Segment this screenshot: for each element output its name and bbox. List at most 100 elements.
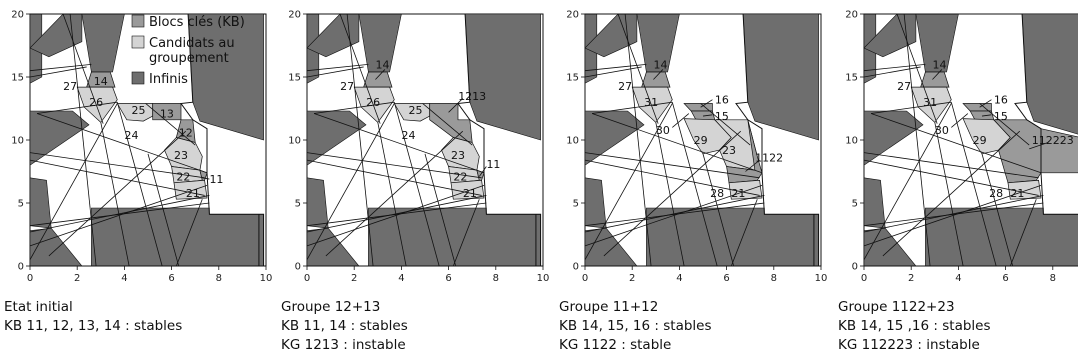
block-label: 28 [710,187,724,200]
discontinuity-line [346,13,374,267]
y-tick-label: 10 [288,136,301,147]
legend-label: Blocs clés (KB) [149,15,245,30]
label-leader [1029,142,1049,150]
block-label: 11 [486,158,500,171]
label-leader [702,114,713,117]
discontinuity-line [592,101,673,114]
block-label: 15 [994,110,1008,123]
discontinuity-line [863,184,1042,247]
discontinuity-line [1009,199,1037,267]
y-tick-label: 15 [566,73,579,84]
excavation-outline [307,13,542,267]
panel-caption: Groupe 12+13 KB 11, 14 : stables KG 1213… [281,298,408,355]
discontinuity-line [36,113,208,174]
y-tick-label: 20 [845,10,858,21]
discontinuity-line [377,122,407,267]
block-label: 24 [124,129,138,142]
x-tick-label: 4 [121,273,127,284]
block-label: 31 [923,96,937,109]
x-tick-label: 6 [723,273,729,284]
caption-title: Groupe 11+12 [559,299,659,315]
caption-title: Etat initial [4,299,73,315]
x-tick-label: 6 [168,273,174,284]
label-leader [981,114,992,117]
block-plot: 024681005101520142731161530291122232821 [845,10,1078,284]
label-leader [653,69,664,80]
block-label: 21 [463,187,477,200]
discontinuity-line [863,202,1044,227]
infinite-block [584,13,638,58]
block-label: 13 [160,108,174,121]
block-label: 1122 [755,152,783,165]
panel-caption: Groupe 11+12 KB 14, 15, 16 : stables KG … [559,298,712,355]
y-tick-label: 10 [845,136,858,147]
discontinuity-line [339,13,381,124]
discontinuity-line [700,103,751,146]
discontinuity-line [313,113,485,174]
x-tick-label: 2 [629,273,635,284]
block-label: 28 [989,187,1003,200]
block-label: 22 [176,171,190,184]
block-label: 112223 [1032,134,1074,147]
discontinuity-line [452,199,480,267]
label-leader [700,99,713,108]
label-leader [478,166,487,177]
discontinuity-line [69,13,97,267]
panel-initial-state: 0 2 4 6 8 10 0 5 10 15 20 14 27 26 25 13 24 12 23 22 11 21 Blo… [4,0,272,363]
discontinuity-line [306,184,485,247]
block-label: 11 [209,173,223,186]
discontinuity-line [306,202,487,227]
candidate-block [393,103,431,122]
discontinuity-line [584,103,673,260]
legend-label: groupement [149,51,229,66]
discontinuity-line [306,103,395,260]
x-tick-label: 2 [351,273,357,284]
y-tick-label: 15 [845,73,858,84]
discontinuity-line [147,153,180,267]
discontinuity-line [62,13,104,124]
block-label: 27 [63,80,77,93]
discontinuity-line [870,113,1042,174]
block-label: 22 [453,171,467,184]
label-leader [932,69,943,80]
discontinuity-line [29,195,210,233]
legend-swatch [131,35,145,49]
discontinuity-line [584,152,760,179]
infinite-block [29,110,90,166]
infinite-block [306,110,367,166]
x-tick-label: 4 [955,273,961,284]
block-label: 27 [618,80,632,93]
discontinuity-line [29,152,205,179]
excavation-outline [864,13,1078,267]
discontinuity-line [584,202,765,227]
x-tick-label: 8 [1050,273,1056,284]
infinite-block [863,13,917,58]
discontinuity-line [325,130,464,257]
caption-title: Groupe 12+13 [281,299,381,315]
y-tick-label: 5 [573,199,579,210]
block-label: 29 [973,134,987,147]
discontinuity-line [671,102,718,267]
x-tick-label: 6 [1002,273,1008,284]
x-tick-label: 10 [815,273,828,284]
block-label: 30 [935,124,949,137]
panel-group-12-13: 0 2 4 6 8 10 0 5 10 15 20 14 27 26 1213 25 24 23 22 11 21 Gr… [281,0,549,363]
block-label: 30 [656,124,670,137]
discontinuity-line [882,130,1021,257]
infinite-block [29,13,83,58]
panel-group-1122-23: 024681005101520142731161530291122232821 … [838,0,1078,363]
discontinuity-line [175,199,203,267]
y-tick-label: 20 [566,10,579,21]
infinite-block [91,207,264,267]
block-label: 14 [654,58,668,71]
discontinuity-line [950,102,997,267]
discontinuity-line [29,66,87,78]
legend-label: Candidats au [149,36,235,51]
discontinuity-line [934,122,964,267]
y-tick-label: 0 [295,262,301,273]
discontinuity-line [979,103,1030,146]
discontinuity-line [306,159,482,196]
label-leader [202,177,210,180]
